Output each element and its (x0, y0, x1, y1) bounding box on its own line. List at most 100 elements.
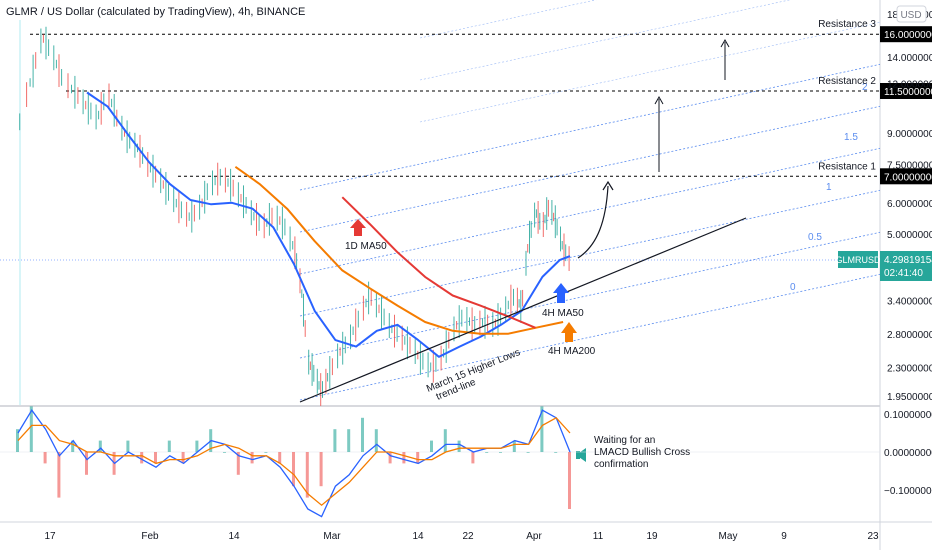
price-series (19, 26, 570, 406)
resistance-label: Resistance 3 (818, 19, 876, 30)
fib-channel-line[interactable] (299, 231, 881, 359)
label-4h-ma50: 4H MA50 (542, 308, 584, 319)
time-tick-label: Feb (141, 531, 159, 542)
time-tick-label: 11 (593, 531, 604, 542)
trendline[interactable] (299, 217, 747, 403)
time-tick-label: May (719, 531, 738, 542)
price-tick-label: 2.80000000 (887, 330, 932, 341)
projection-arrows (577, 38, 730, 259)
price-tag-countdown: 02:41:40 (884, 268, 923, 279)
macd-histogram-bar (361, 417, 364, 452)
price-tag-box (880, 251, 932, 281)
macd-histogram-bar (167, 440, 171, 452)
time-tick-label: 22 (462, 531, 474, 542)
macd-histogram-bar (140, 452, 144, 464)
time-tick-label: 14 (412, 531, 424, 542)
macd-tick-label: 0.00000000 (884, 448, 932, 459)
currency-button[interactable] (896, 5, 927, 23)
ma-line[interactable] (86, 91, 571, 358)
symbol-tag-text: GLMRUSD (835, 255, 881, 265)
price-tick-label: 2.30000000 (887, 364, 932, 375)
target-arrow-1-head-icon (654, 95, 664, 105)
ma-line[interactable] (234, 165, 564, 335)
current-price-tag[interactable]: GLMRUSD 4.29819154 02:41:40 (0, 251, 932, 281)
time-axis[interactable]: 17 Feb 14 Mar 14 22 Apr 11 19 May 9 23 (44, 531, 879, 542)
resistance-price-text: 16.00000000 (884, 30, 932, 41)
macd-histogram-bar (319, 452, 323, 487)
price-tick-label: 3.40000000 (887, 296, 932, 307)
fib-level-label: 0.5 (808, 232, 822, 243)
macd-histogram-bar (223, 452, 226, 453)
macd-note-line3: confirmation (594, 459, 648, 470)
fib-level-label: 1 (826, 182, 832, 193)
macd-histogram-bar (278, 452, 282, 464)
fib-channel-line[interactable] (299, 105, 881, 233)
macd-histogram-bar (568, 452, 571, 509)
macd-histogram-bar (512, 440, 516, 452)
macd-histogram-bar (416, 452, 420, 464)
macd-histogram-bar (485, 452, 489, 453)
macd-histogram-bar (526, 452, 530, 453)
macd-histogram-bar (471, 452, 475, 464)
fib-channel-line[interactable] (299, 147, 881, 275)
higher-lows-trendline (299, 217, 747, 403)
arrow-up-blue-icon (553, 283, 569, 303)
macd-histogram-bar (264, 452, 268, 453)
fib-channel-line[interactable] (299, 63, 881, 191)
time-tick-label: 19 (646, 531, 658, 542)
price-tick-label: 9.00000000 (887, 129, 932, 140)
resistance-label: Resistance 1 (818, 161, 876, 172)
price-tick-label: 12.00000000 (887, 80, 932, 91)
resistance-price-tag (880, 26, 932, 43)
macd-pane (0, 406, 880, 518)
macd-histogram-bar (374, 429, 378, 452)
fib-level-label: 0 (790, 282, 796, 293)
ma-line[interactable] (341, 196, 536, 329)
resistance-price-text: 11.50000000 (884, 87, 932, 98)
projection-curve (577, 185, 609, 259)
ma-label-arrows (350, 219, 586, 462)
label-1d-ma50: 1D MA50 (345, 241, 387, 252)
macd-axis[interactable]: 0.10000000 0.00000000 −0.10000000 (884, 410, 932, 497)
arrow-left-green-icon (576, 448, 586, 462)
macd-histogram-bar (43, 452, 47, 464)
fib-channel-line[interactable] (299, 273, 881, 401)
macd-signal-line[interactable] (17, 416, 571, 507)
macd-histogram-bar (347, 429, 351, 452)
price-tick-label: 7.50000000 (887, 161, 932, 172)
macd-histogram-bar (154, 452, 157, 464)
macd-histogram-bar (333, 429, 337, 452)
resistance-price-tag (880, 168, 932, 185)
projection-curve-arrowhead-icon (602, 180, 614, 191)
moving-averages (86, 91, 571, 358)
macd-histogram-bar (126, 440, 130, 452)
resistance-price-tag (880, 83, 932, 99)
time-tick-label: Apr (526, 531, 542, 542)
resistance-label: Resistance 2 (818, 76, 876, 87)
fib-channel-line[interactable] (299, 189, 881, 317)
macd-histogram-bar (71, 440, 75, 452)
time-tick-label: Mar (323, 531, 341, 542)
macd-histogram-bar (29, 406, 33, 452)
macd-histogram-bar (195, 440, 199, 452)
time-tick-label: 23 (867, 531, 879, 542)
macd-histogram-bar (292, 452, 295, 487)
macd-histogram-bar (181, 452, 185, 464)
price-tick-label: 6.00000000 (887, 199, 932, 210)
time-tick-label: 9 (781, 531, 787, 542)
macd-tick-label: −0.10000000 (884, 486, 932, 497)
macd-histogram-bar (236, 452, 240, 475)
macd-line[interactable] (17, 409, 571, 518)
macd-note-line2: LMACD Bullish Cross (594, 447, 690, 458)
macd-histogram-bar (499, 452, 502, 453)
arrow-left-green-stem (576, 451, 580, 459)
price-tick-label: 5.00000000 (887, 230, 932, 241)
macd-tick-label: 0.10000000 (884, 410, 932, 421)
currency-label: USD (900, 10, 921, 21)
macd-histogram-bar (305, 452, 309, 498)
macd-histogram-bar (457, 440, 461, 452)
macd-histogram-bar (443, 429, 447, 452)
